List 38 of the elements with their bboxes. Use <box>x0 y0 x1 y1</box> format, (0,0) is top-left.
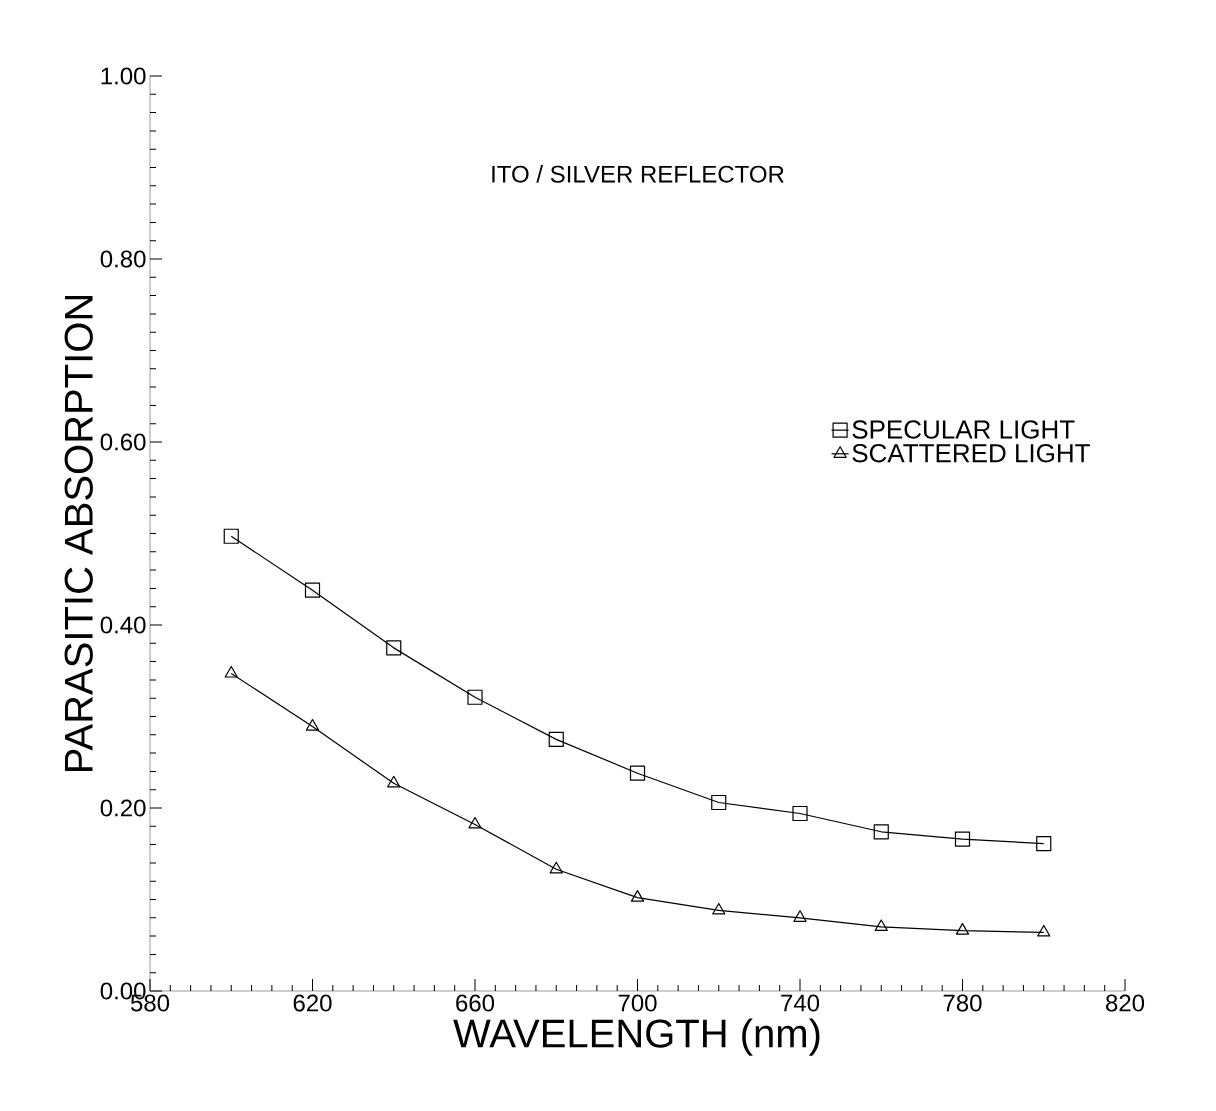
point <box>468 816 482 829</box>
point <box>873 824 889 840</box>
x-tick-label: 660 <box>456 994 495 1012</box>
x-tick-label: 820 <box>1106 994 1145 1012</box>
x-tick-label: 740 <box>781 994 820 1012</box>
point <box>549 861 563 874</box>
legend-label: SCATTERED LIGHT <box>852 443 1090 463</box>
point <box>305 718 320 731</box>
y-tick-label: 1.00 <box>101 67 146 85</box>
point <box>1037 924 1051 937</box>
point <box>223 528 239 544</box>
point <box>955 923 970 935</box>
point <box>387 775 401 788</box>
point <box>224 665 238 678</box>
y-tick-label: 0.20 <box>100 799 146 817</box>
point <box>711 794 727 811</box>
y-tick-label: 0.80 <box>100 250 146 268</box>
point <box>1036 836 1052 852</box>
text: ITO / SILVER REFLECTOR <box>492 165 784 183</box>
point <box>630 890 645 902</box>
point <box>304 582 321 598</box>
point <box>954 831 971 847</box>
point <box>874 919 888 932</box>
point <box>467 689 483 705</box>
point <box>712 902 726 915</box>
point <box>793 910 807 922</box>
point <box>629 765 646 781</box>
y-tick-label: 0.60 <box>100 433 146 451</box>
y-axis-title: PARASITIC ABSORPTION <box>64 295 93 771</box>
x-tick-label: 780 <box>943 994 982 1012</box>
point <box>386 640 402 656</box>
legend-label: SPECULAR LIGHT <box>852 420 1075 439</box>
point <box>792 805 808 822</box>
x-tick-label: 620 <box>293 994 332 1012</box>
x-axis-title: WAVELENGTH (nm) <box>453 1018 820 1056</box>
point <box>548 731 564 747</box>
y-tick-label: 0.40 <box>100 616 146 634</box>
x-tick-label: 700 <box>618 994 657 1012</box>
